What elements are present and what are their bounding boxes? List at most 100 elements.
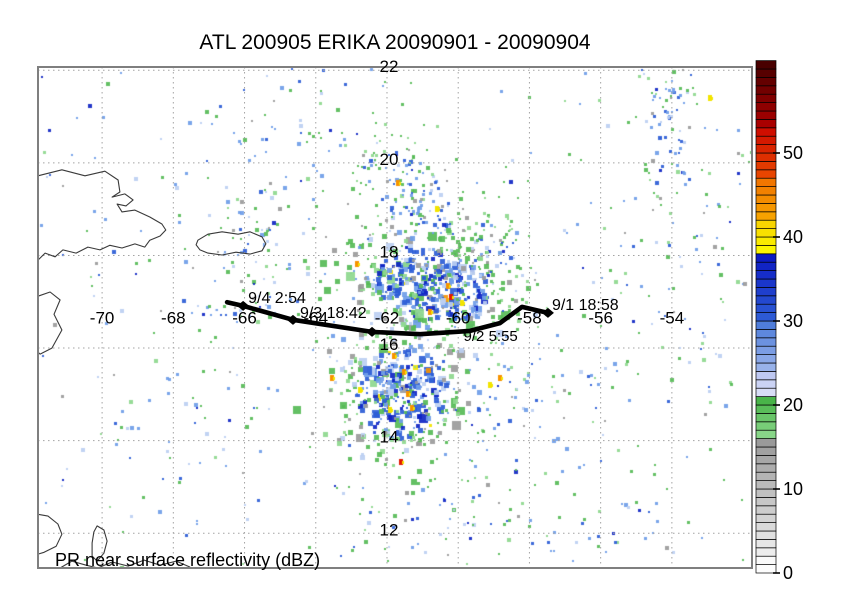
colorbar-cell-31 [755, 303, 777, 313]
colorbar-label-50: 50 [783, 143, 803, 163]
colorbar-cell-37 [755, 253, 777, 263]
colorbar-cell-33 [755, 287, 777, 297]
colorbar-cell-35 [755, 270, 777, 280]
colorbar-cell-52 [755, 127, 777, 137]
lat-label-18: 18 [380, 242, 399, 261]
track-label-2: 9/3 18:42 [300, 305, 367, 322]
track-marker-3 [366, 326, 379, 337]
colorbar-cell-11 [755, 471, 777, 481]
lat-label-22: 22 [380, 57, 399, 76]
colorbar-cell-26 [755, 345, 777, 355]
track-marker-8 [541, 307, 554, 318]
colorbar-cell-13 [755, 455, 777, 465]
colorbar-cell-40 [755, 228, 777, 238]
colorbar-cell-20 [755, 396, 777, 406]
colorbar-cell-54 [755, 110, 777, 120]
lon-label--66: -66 [232, 309, 257, 328]
colorbar-cell-59 [755, 68, 777, 78]
colorbar-cell-28 [755, 329, 777, 339]
colorbar-cell-38 [755, 245, 777, 255]
colorbar-cell-46 [755, 177, 777, 187]
track-marker-1 [237, 300, 250, 311]
track-label-8: 9/1 18:58 [552, 297, 619, 314]
coastline-venezuela-coast [59, 559, 191, 569]
colorbar-cell-58 [755, 77, 777, 87]
lat-label-16: 16 [380, 335, 399, 354]
colorbar-label-0: 0 [783, 563, 793, 583]
colorbar-cell-5 [755, 522, 777, 532]
lon-label--60: -60 [446, 309, 471, 328]
colorbar-cell-36 [755, 261, 777, 271]
colorbar-cell-9 [755, 488, 777, 498]
colorbar-cell-27 [755, 337, 777, 347]
colorbar-cell-23 [755, 371, 777, 381]
colorbar-cell-53 [755, 119, 777, 129]
track-label-1: 9/4 2:54 [248, 290, 306, 307]
colorbar-cell-22 [755, 379, 777, 389]
colorbar-cell-21 [755, 387, 777, 397]
colorbar-cell-41 [755, 219, 777, 229]
colorbar-cell-44 [755, 194, 777, 204]
colorbar-label-10: 10 [783, 479, 803, 499]
colorbar-cell-1 [755, 555, 777, 565]
track-label-obscured: 9/2 5:55 [464, 328, 518, 345]
colorbar-cell-49 [755, 152, 777, 162]
colorbar-cell-3 [755, 539, 777, 549]
colorbar-cell-29 [755, 320, 777, 330]
lat-label-20: 20 [380, 150, 399, 169]
lon-label--58: -58 [517, 309, 542, 328]
colorbar-cell-48 [755, 161, 777, 171]
colorbar-cell-43 [755, 203, 777, 213]
colorbar-cell-60 [755, 60, 777, 70]
coastline-hispaniola-south [37, 291, 63, 355]
lon-label--54: -54 [660, 309, 685, 328]
colorbar-cell-8 [755, 497, 777, 507]
lat-label-12: 12 [380, 520, 399, 539]
coastline-hispaniola [37, 169, 167, 261]
colorbar-label-30: 30 [783, 311, 803, 331]
colorbar-cell-25 [755, 354, 777, 364]
plot-frame [37, 66, 753, 569]
colorbar-cell-10 [755, 480, 777, 490]
colorbar-cell-30 [755, 312, 777, 322]
colorbar-cell-6 [755, 513, 777, 523]
lon-label--62: -62 [375, 309, 400, 328]
colorbar-cell-7 [755, 505, 777, 515]
colorbar-cell-42 [755, 211, 777, 221]
coastline-puerto-rico [195, 231, 267, 256]
colorbar-cell-50 [755, 144, 777, 154]
colorbar-cell-45 [755, 186, 777, 196]
plot-title: ATL 200905 ERIKA 20090901 - 20090904 [199, 31, 591, 54]
lon-label--68: -68 [161, 309, 186, 328]
colorbar-cell-39 [755, 236, 777, 246]
colorbar-cell-47 [755, 169, 777, 179]
lon-label--56: -56 [588, 309, 613, 328]
colorbar-cell-2 [755, 547, 777, 557]
colorbar-cell-14 [755, 446, 777, 456]
colorbar-cell-17 [755, 421, 777, 431]
colorbar-cell-19 [755, 404, 777, 414]
track-marker-2 [286, 314, 299, 325]
coastline-guajira [37, 513, 63, 555]
colorbar-cell-24 [755, 362, 777, 372]
lat-label-14: 14 [380, 428, 399, 447]
colorbar-cell-15 [755, 438, 777, 448]
colorbar-cell-0 [755, 564, 777, 574]
colorbar-cell-57 [755, 85, 777, 95]
lon-label--70: -70 [90, 309, 115, 328]
colorbar-cell-32 [755, 295, 777, 305]
colorbar-cell-56 [755, 93, 777, 103]
colorbar-cell-12 [755, 463, 777, 473]
colorbar-cell-55 [755, 102, 777, 112]
colorbar-cell-51 [755, 135, 777, 145]
colorbar-cell-16 [755, 429, 777, 439]
colorbar-cell-34 [755, 278, 777, 288]
colorbar-label-40: 40 [783, 227, 803, 247]
colorbar-cell-18 [755, 413, 777, 423]
colorbar-cell-4 [755, 530, 777, 540]
plot-caption: PR near surface reflectivity (dBZ) [55, 550, 321, 570]
colorbar-label-20: 20 [783, 395, 803, 415]
